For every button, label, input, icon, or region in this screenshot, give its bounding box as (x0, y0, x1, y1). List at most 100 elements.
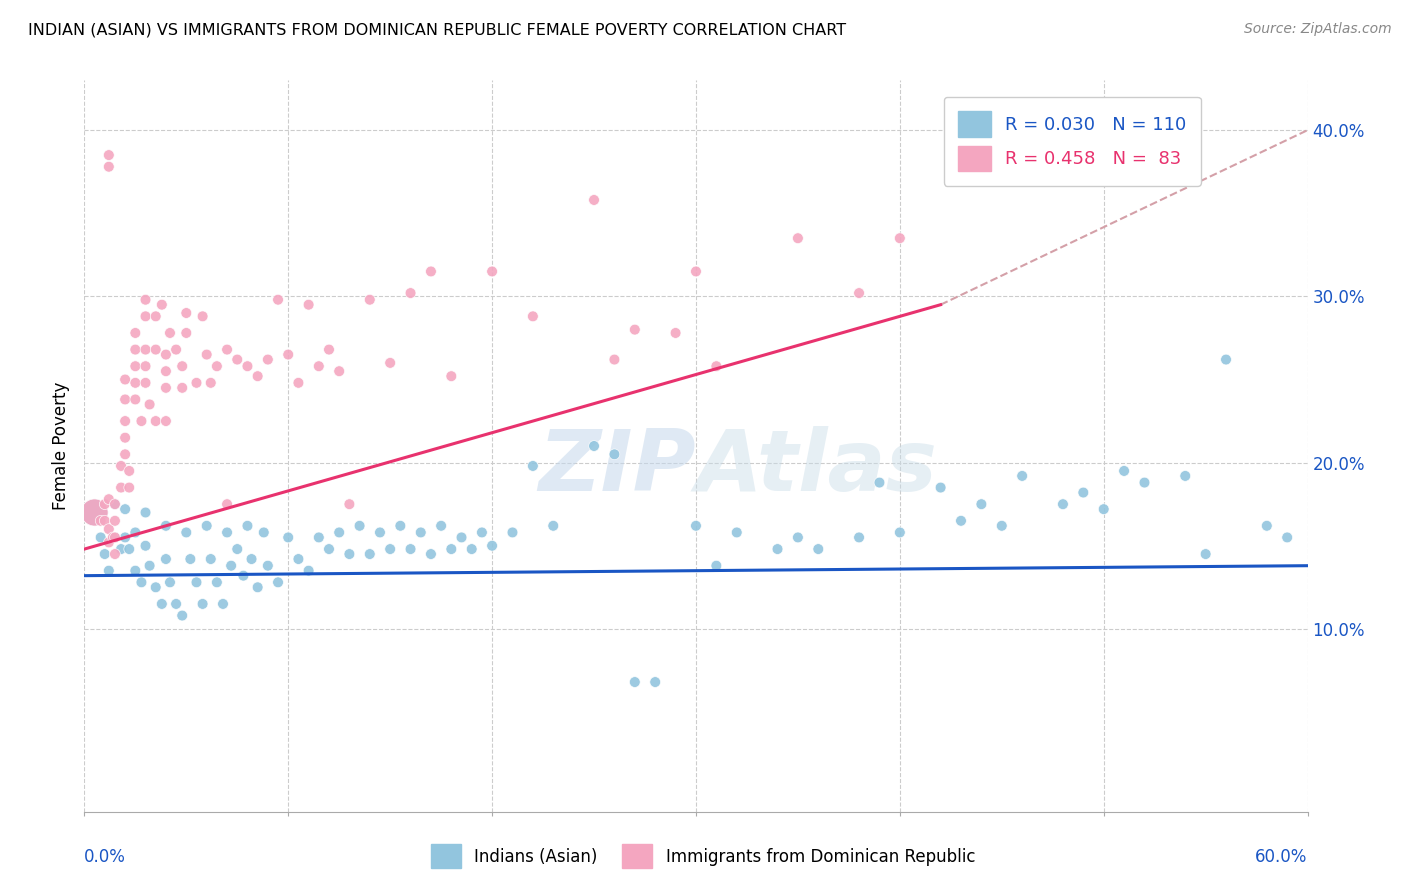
Point (1277, 530, 1299, 544)
Point (318, 542, 340, 557)
Point (93, 547, 115, 561)
Point (368, 525, 391, 540)
Point (150, 597, 173, 611)
Point (950, 514, 973, 528)
Point (253, 525, 276, 540)
Point (124, 392, 146, 407)
Point (104, 514, 127, 528)
Point (110, 458, 132, 473)
Point (359, 547, 381, 561)
Point (236, 518, 259, 533)
Point (807, 542, 830, 557)
Point (257, 352, 280, 367)
Point (226, 352, 249, 367)
Point (83, 506, 105, 520)
Point (1195, 547, 1218, 561)
Point (205, 575, 228, 590)
Point (522, 458, 544, 473)
Point (380, 542, 402, 557)
Point (195, 347, 218, 362)
Point (114, 530, 136, 544)
Point (461, 542, 484, 557)
Point (848, 530, 870, 544)
Point (889, 231, 911, 245)
Point (104, 497, 127, 511)
Point (174, 525, 197, 540)
Point (124, 564, 146, 578)
Point (135, 376, 157, 390)
Y-axis label: Female Poverty: Female Poverty (52, 382, 70, 510)
Point (104, 547, 127, 561)
Point (929, 481, 952, 495)
Point (110, 542, 132, 557)
Point (97, 522, 120, 536)
Point (97, 492, 120, 507)
Point (298, 298, 321, 312)
Point (114, 414, 136, 428)
Point (186, 376, 208, 390)
Point (110, 481, 132, 495)
Point (138, 558, 160, 573)
Point (420, 264, 443, 278)
Point (389, 518, 412, 533)
Point (101, 530, 124, 544)
Point (848, 286, 870, 301)
Point (226, 542, 249, 557)
Point (257, 558, 280, 573)
Point (93, 514, 115, 528)
Point (159, 326, 181, 340)
Point (138, 397, 160, 411)
Point (277, 530, 299, 544)
Point (97, 564, 120, 578)
Point (114, 392, 136, 407)
Point (104, 530, 127, 544)
Point (174, 326, 197, 340)
Point (155, 381, 177, 395)
Point (328, 525, 350, 540)
Point (471, 525, 494, 540)
Text: Source: ZipAtlas.com: Source: ZipAtlas.com (1244, 22, 1392, 37)
Point (308, 530, 330, 544)
Point (114, 431, 136, 445)
Point (150, 298, 173, 312)
Legend: R = 0.030   N = 110, R = 0.458   N =  83: R = 0.030 N = 110, R = 0.458 N = 83 (943, 96, 1201, 186)
Point (104, 497, 127, 511)
Point (583, 193, 606, 207)
Point (97, 148, 120, 162)
Point (1052, 497, 1074, 511)
Point (155, 414, 177, 428)
Point (212, 597, 235, 611)
Point (430, 518, 453, 533)
Point (409, 525, 432, 540)
Point (481, 264, 503, 278)
Point (118, 464, 141, 478)
Point (155, 364, 177, 378)
Point (165, 343, 187, 357)
Point (339, 497, 361, 511)
Point (179, 552, 201, 566)
Point (155, 518, 177, 533)
Point (1073, 485, 1095, 500)
Point (349, 518, 371, 533)
Point (83, 506, 105, 520)
Point (1174, 469, 1197, 483)
Point (135, 506, 157, 520)
Point (124, 359, 146, 374)
Point (267, 293, 290, 307)
Point (200, 552, 222, 566)
Point (186, 575, 208, 590)
Point (328, 364, 350, 378)
Point (502, 525, 524, 540)
Point (277, 347, 299, 362)
Point (869, 475, 891, 490)
Point (97, 160, 120, 174)
Point (787, 231, 810, 245)
Point (205, 359, 228, 374)
Point (359, 293, 381, 307)
Point (246, 580, 269, 594)
Point (135, 293, 157, 307)
Point (685, 518, 707, 533)
Point (543, 518, 565, 533)
Point (399, 286, 422, 301)
Point (970, 497, 993, 511)
